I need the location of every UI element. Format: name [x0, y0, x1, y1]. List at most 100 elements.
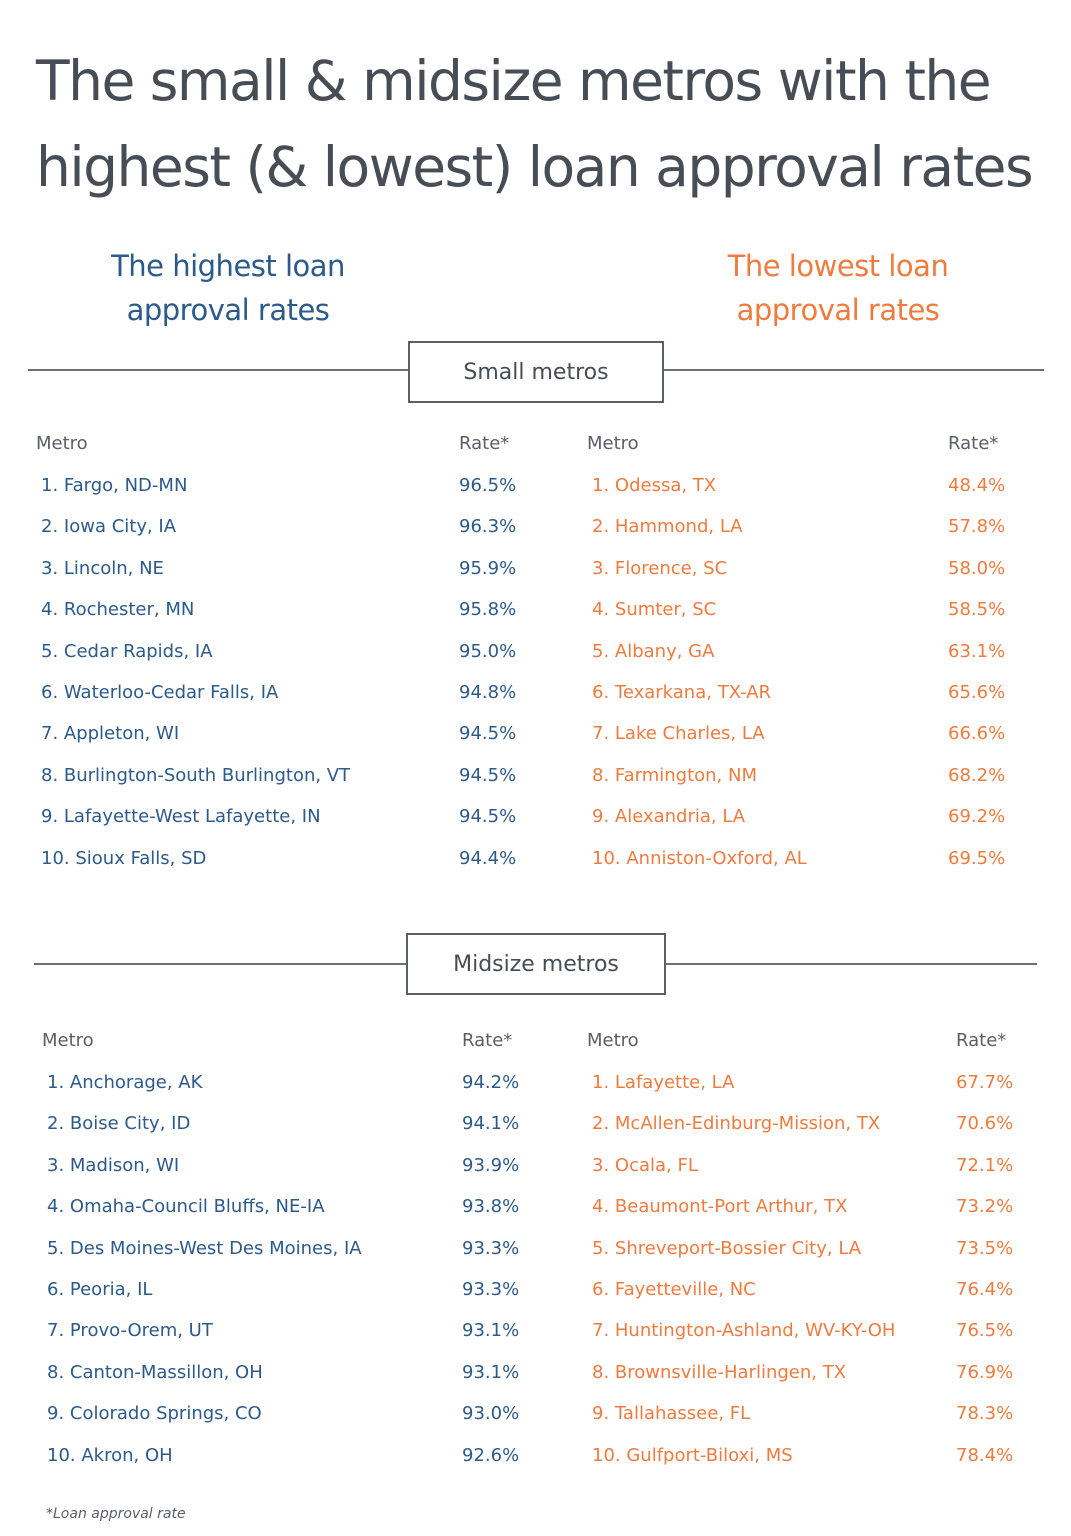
metro-name: 6. Texarkana, TX-AR: [592, 682, 772, 703]
approval-rate: 57.8%: [948, 516, 1006, 538]
metro-name: 8. Canton-Massillon, OH: [47, 1361, 263, 1383]
section-label-midsize-metros: Midsize metros: [406, 933, 666, 995]
approval-rate: 48.4%: [948, 475, 1006, 496]
metro-name: 9. Lafayette-West Lafayette, IN: [41, 806, 321, 828]
approval-rate: 96.5%: [459, 475, 517, 496]
column-header-rate: Rate*: [948, 433, 999, 454]
approval-rate: 78.4%: [956, 1444, 1014, 1466]
approval-rate: 58.5%: [948, 599, 1006, 621]
column-header-metro: Metro: [42, 1030, 94, 1051]
approval-rate: 92.6%: [462, 1444, 520, 1466]
metro-name: 3. Florence, SC: [592, 557, 728, 579]
approval-rate: 76.4%: [956, 1279, 1014, 1300]
approval-rate: 93.3%: [462, 1279, 520, 1300]
metro-name: 10. Gulfport-Biloxi, MS: [592, 1444, 793, 1466]
approval-rate: 58.0%: [948, 557, 1006, 579]
metro-name: 1. Odessa, TX: [592, 475, 717, 496]
approval-rate: 68.2%: [948, 764, 1006, 786]
section-divider-right: [664, 963, 1037, 965]
metro-name: 7. Huntington-Ashland, WV-KY-OH: [592, 1320, 896, 1342]
highest-heading-line-1: The highest loan: [111, 249, 345, 283]
approval-rate: 94.8%: [459, 682, 517, 703]
metro-name: 3. Ocala, FL: [592, 1154, 698, 1176]
approval-rate: 63.1%: [948, 640, 1006, 662]
metro-name: 4. Sumter, SC: [592, 599, 717, 621]
page-title-line-2: highest (& lowest) loan approval rates: [36, 135, 1034, 199]
approval-rate: 95.0%: [459, 640, 517, 662]
metro-name: 2. Iowa City, IA: [41, 516, 177, 538]
lowest-heading-line-1: The lowest loan: [727, 249, 949, 283]
metro-name: 9. Colorado Springs, CO: [47, 1403, 262, 1425]
approval-rate: 76.5%: [956, 1320, 1014, 1342]
approval-rate: 65.6%: [948, 682, 1006, 703]
metro-name: 8. Brownsville-Harlingen, TX: [592, 1361, 847, 1383]
approval-rate: 96.3%: [459, 516, 517, 538]
metro-name: 6. Fayetteville, NC: [592, 1279, 756, 1300]
page-title-line-1: The small & midsize metros with the: [36, 49, 992, 113]
metro-name: 4. Beaumont-Port Arthur, TX: [592, 1196, 848, 1218]
section-divider-left: [34, 963, 410, 965]
page-title: The small & midsize metros with the high…: [36, 38, 1056, 210]
metro-name: 10. Anniston-Oxford, AL: [592, 847, 807, 869]
metro-name: 7. Provo-Orem, UT: [47, 1320, 213, 1342]
approval-rate: 69.2%: [948, 806, 1006, 828]
approval-rate: 95.9%: [459, 557, 517, 579]
approval-rate: 69.5%: [948, 847, 1006, 869]
metro-name: 8. Burlington-South Burlington, VT: [41, 764, 351, 786]
highest-heading-line-2: approval rates: [126, 293, 330, 327]
approval-rate: 70.6%: [956, 1113, 1014, 1135]
metro-name: 7. Lake Charles, LA: [592, 723, 765, 745]
column-header-rate: Rate*: [462, 1030, 513, 1051]
metro-name: 4. Omaha-Council Bluffs, NE-IA: [47, 1196, 325, 1218]
section-divider-left: [28, 369, 410, 371]
metro-name: 8. Farmington, NM: [592, 764, 757, 786]
approval-rate: 93.8%: [462, 1196, 520, 1218]
column-header-metro: Metro: [587, 1030, 639, 1051]
lowest-heading-line-2: approval rates: [736, 293, 940, 327]
metro-name: 6. Waterloo-Cedar Falls, IA: [41, 682, 279, 703]
approval-rate: 73.2%: [956, 1196, 1014, 1218]
approval-rate: 93.1%: [462, 1320, 520, 1342]
metro-name: 5. Shreveport-Bossier City, LA: [592, 1237, 862, 1259]
approval-rate: 94.5%: [459, 806, 517, 828]
metro-name: 9. Tallahassee, FL: [592, 1403, 751, 1425]
column-header-metro: Metro: [36, 433, 88, 454]
approval-rate: 66.6%: [948, 723, 1006, 745]
metro-name: 5. Des Moines-West Des Moines, IA: [47, 1237, 362, 1259]
approval-rate: 95.8%: [459, 599, 517, 621]
metro-name: 6. Peoria, IL: [47, 1279, 153, 1300]
metro-name: 4. Rochester, MN: [41, 599, 195, 621]
lowest-rates-heading: The lowest loan approval rates: [678, 244, 998, 332]
approval-rate: 72.1%: [956, 1154, 1014, 1176]
approval-rate: 76.9%: [956, 1361, 1014, 1383]
metro-name: 2. Boise City, ID: [47, 1113, 191, 1135]
approval-rate: 93.3%: [462, 1237, 520, 1259]
metro-name: 7. Appleton, WI: [41, 723, 180, 745]
approval-rate: 78.3%: [956, 1403, 1014, 1425]
approval-rate: 94.5%: [459, 764, 517, 786]
section-divider-right: [662, 369, 1044, 371]
metro-name: 2. Hammond, LA: [592, 516, 743, 538]
approval-rate: 93.9%: [462, 1154, 520, 1176]
approval-rate: 93.0%: [462, 1403, 520, 1425]
approval-rate: 94.5%: [459, 723, 517, 745]
metro-name: 5. Cedar Rapids, IA: [41, 640, 213, 662]
approval-rate: 94.1%: [462, 1113, 520, 1135]
metro-name: 10. Sioux Falls, SD: [41, 847, 207, 869]
approval-rate: 93.1%: [462, 1361, 520, 1383]
metro-name: 2. McAllen-Edinburg-Mission, TX: [592, 1113, 881, 1135]
metro-name: 1. Anchorage, AK: [47, 1072, 203, 1093]
column-header-rate: Rate*: [956, 1030, 1007, 1051]
metro-name: 3. Madison, WI: [47, 1154, 180, 1176]
metro-name: 10. Akron, OH: [47, 1444, 173, 1466]
column-header-rate: Rate*: [459, 433, 510, 454]
approval-rate: 67.7%: [956, 1072, 1014, 1093]
metro-name: 5. Albany, GA: [592, 640, 715, 662]
metro-name: 1. Lafayette, LA: [592, 1072, 735, 1093]
metro-name: 9. Alexandria, LA: [592, 806, 746, 828]
approval-rate: 94.4%: [459, 847, 517, 869]
footnote: *Loan approval rate: [46, 1506, 186, 1522]
metro-name: 3. Lincoln, NE: [41, 557, 164, 579]
metro-name: 1. Fargo, ND-MN: [41, 475, 188, 496]
column-header-metro: Metro: [587, 433, 639, 454]
